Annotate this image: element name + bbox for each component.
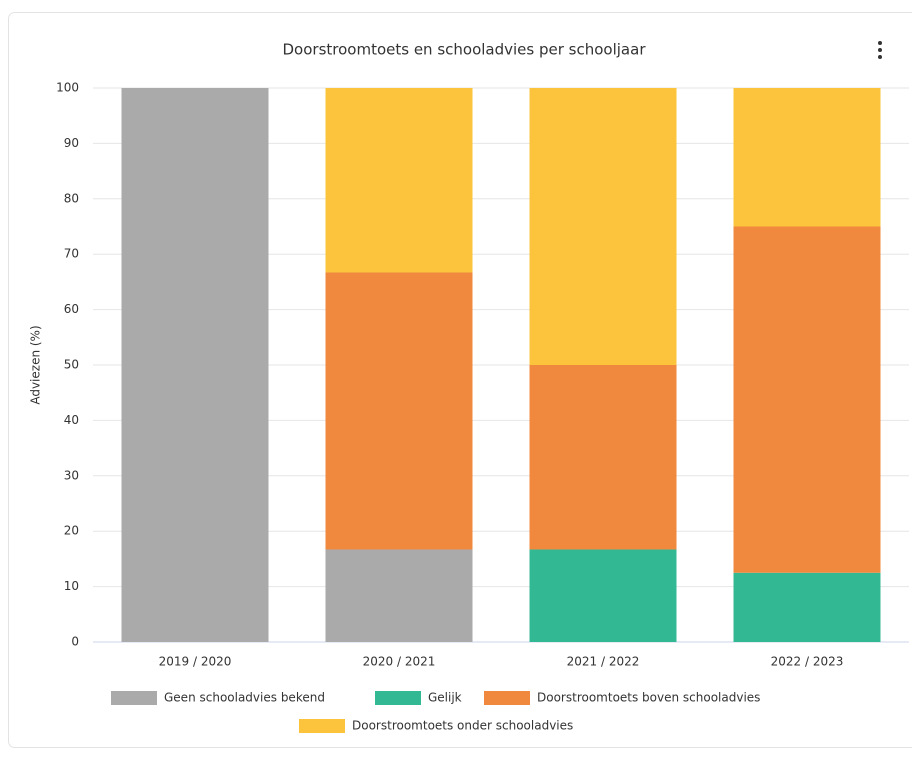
y-axis-title: Adviezen (%) (29, 325, 43, 404)
bar-segment (529, 549, 677, 642)
bar-segment (325, 88, 473, 273)
legend-label: Gelijk (428, 691, 462, 705)
y-tick-label: 70 (64, 247, 79, 261)
x-tick-label: 2020 / 2021 (363, 655, 436, 669)
y-tick-label: 30 (64, 468, 79, 482)
bar-segment (529, 88, 677, 365)
y-tick-label: 20 (64, 524, 79, 538)
bar-segment (733, 572, 881, 642)
legend-swatch (375, 691, 421, 705)
legend-swatch (299, 719, 345, 733)
chart-title: Doorstroomtoets en schooladvies per scho… (283, 41, 647, 59)
legend-label: Doorstroomtoets onder schooladvies (352, 719, 573, 733)
y-tick-label: 50 (64, 358, 79, 372)
x-tick-label: 2022 / 2023 (771, 655, 844, 669)
y-tick-label: 10 (64, 579, 79, 593)
y-tick-label: 40 (64, 413, 79, 427)
y-tick-label: 90 (64, 136, 79, 150)
bar-segment (733, 88, 881, 227)
bar-segment (121, 88, 269, 642)
x-tick-label: 2019 / 2020 (159, 655, 232, 669)
bar-segment (529, 365, 677, 550)
legend-label: Geen schooladvies bekend (164, 691, 325, 705)
legend-swatch (111, 691, 157, 705)
bar-segment (733, 226, 881, 573)
legend-label: Doorstroomtoets boven schooladvies (537, 691, 760, 705)
menu-icon[interactable] (878, 41, 882, 59)
y-tick-label: 80 (64, 191, 79, 205)
x-tick-label: 2021 / 2022 (567, 655, 640, 669)
y-tick-label: 0 (71, 635, 79, 649)
legend-swatch (484, 691, 530, 705)
bar-segment (325, 549, 473, 642)
bar-segment (325, 272, 473, 550)
y-tick-label: 100 (56, 81, 79, 95)
y-tick-label: 60 (64, 302, 79, 316)
